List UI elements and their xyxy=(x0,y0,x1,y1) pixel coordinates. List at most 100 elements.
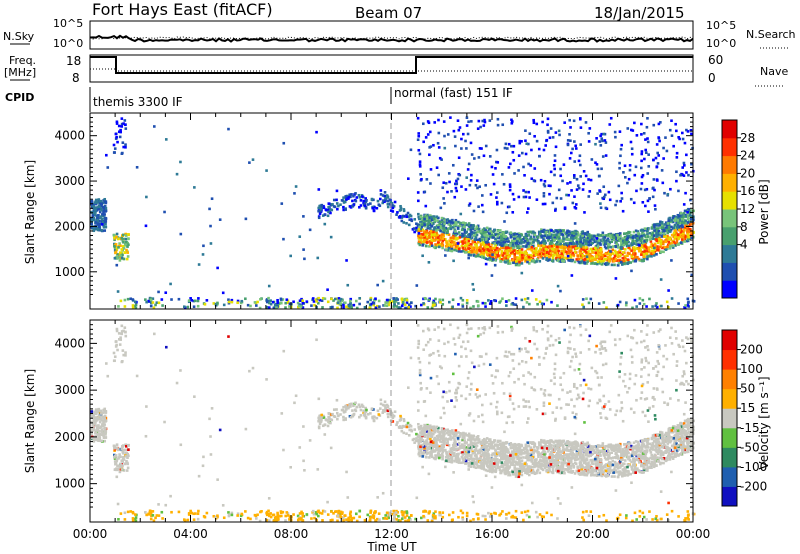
power-cell xyxy=(679,231,683,234)
power-cell xyxy=(422,297,425,301)
power-cell xyxy=(513,233,516,236)
velocity-cell xyxy=(114,461,118,465)
velocity-cell xyxy=(327,415,330,419)
power-cell xyxy=(511,235,515,239)
velocity-cell xyxy=(98,436,101,439)
power-cell xyxy=(121,141,125,144)
power-cell xyxy=(421,244,425,247)
power-cell xyxy=(571,147,574,151)
power-cell xyxy=(638,297,642,300)
power-cell xyxy=(564,256,567,260)
power-cell xyxy=(567,242,570,245)
power-cell xyxy=(689,218,693,221)
power-cell xyxy=(359,204,363,207)
power-cell xyxy=(675,151,679,155)
power-cell xyxy=(572,174,576,177)
velocity-cell xyxy=(96,410,99,413)
power-cell xyxy=(491,253,494,256)
power-cell xyxy=(96,226,99,230)
power-cell xyxy=(572,237,576,240)
power-cell xyxy=(632,259,635,263)
power-cell xyxy=(154,303,157,307)
power-cell xyxy=(624,258,628,262)
power-cell xyxy=(547,184,551,187)
power-cell xyxy=(620,241,623,245)
power-cell xyxy=(605,306,608,309)
power-cell xyxy=(323,222,327,226)
power-cell xyxy=(449,227,453,231)
velocity-cell xyxy=(326,424,330,428)
power-cell xyxy=(594,248,597,252)
power-cell xyxy=(644,227,647,231)
velocity-cell xyxy=(331,412,334,416)
velocity-cell xyxy=(119,462,122,466)
power-cell xyxy=(531,230,535,234)
power-cell xyxy=(565,193,568,197)
power-cell xyxy=(618,161,621,165)
power-cell xyxy=(560,250,563,253)
velocity-cell xyxy=(391,414,395,417)
power-cell xyxy=(457,220,460,224)
velocity-cell xyxy=(587,461,590,464)
power-cell xyxy=(103,220,107,224)
power-cell xyxy=(560,245,564,249)
power-cell xyxy=(372,303,376,307)
power-cell xyxy=(189,297,192,300)
power-cell xyxy=(415,284,419,287)
power-cell xyxy=(670,259,673,262)
power-cell xyxy=(113,246,117,249)
power-cell xyxy=(574,147,578,150)
power-cell xyxy=(268,301,271,305)
power-cell xyxy=(558,233,561,237)
power-cell xyxy=(657,237,661,241)
power-cell xyxy=(649,240,653,243)
power-cell xyxy=(293,192,296,195)
power-cell xyxy=(92,225,96,229)
power-cell xyxy=(595,262,599,266)
power-cell xyxy=(533,247,536,250)
power-cell xyxy=(524,195,528,199)
power-cell xyxy=(546,123,549,127)
power-cell xyxy=(678,137,681,141)
power-cell xyxy=(490,234,494,238)
velocity-cell xyxy=(683,433,687,436)
power-cell xyxy=(651,246,654,250)
power-cell xyxy=(441,298,445,302)
velocity-cell xyxy=(679,438,683,442)
velocity-cell xyxy=(644,452,648,455)
power-cell xyxy=(583,262,587,265)
power-cell xyxy=(196,304,200,308)
power-cell xyxy=(210,197,214,201)
power-cell xyxy=(202,244,205,248)
velocity-cell xyxy=(618,448,622,451)
power-cell xyxy=(164,138,168,141)
power-cell xyxy=(451,298,455,302)
power-cell xyxy=(500,238,504,242)
power-cell xyxy=(468,235,472,239)
power-cell xyxy=(537,250,541,254)
power-cell xyxy=(595,255,599,258)
power-cell xyxy=(528,302,531,306)
power-cell xyxy=(345,305,348,309)
power-cell xyxy=(619,244,623,247)
power-cell xyxy=(432,234,436,238)
power-cell xyxy=(663,233,666,237)
power-cell xyxy=(427,222,430,225)
velocity-cell xyxy=(318,422,322,426)
power-cell xyxy=(686,239,690,243)
power-cell xyxy=(581,234,584,238)
power-cell xyxy=(545,230,548,234)
power-cell xyxy=(123,298,127,302)
power-cell xyxy=(374,297,377,301)
power-cell xyxy=(430,235,434,239)
power-cell xyxy=(429,216,433,219)
power-cell xyxy=(117,246,120,249)
power-cell xyxy=(487,237,491,240)
power-cell xyxy=(179,232,183,236)
velocity-cell xyxy=(447,437,451,441)
power-cell xyxy=(541,230,544,233)
power-cell xyxy=(435,231,438,235)
power-cell xyxy=(144,224,148,228)
power-cell xyxy=(230,300,234,304)
power-cell xyxy=(497,236,501,239)
